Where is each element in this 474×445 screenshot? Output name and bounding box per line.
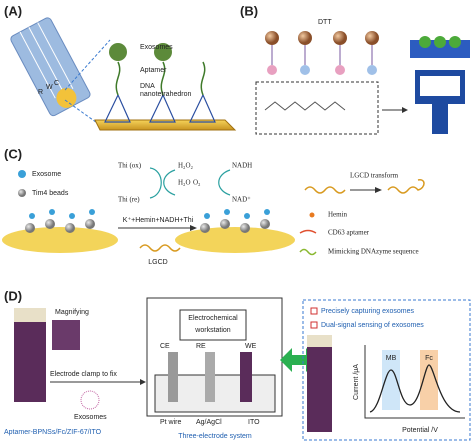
electrode <box>10 17 91 117</box>
legend: Mimicking DNAzyme sequence <box>328 248 419 256</box>
label: Pt wire <box>160 419 182 426</box>
label: CE <box>160 343 170 350</box>
axis-label: Potential /V <box>402 427 438 434</box>
electrode-letter: W <box>46 84 53 91</box>
panel-c: (C) Exosome Tim4 beads Thi (ox) Thi (re)… <box>2 146 425 266</box>
panel-label: (A) <box>4 3 22 18</box>
label: DNA <box>140 83 155 90</box>
panel-d: (D) Magnifying Electrode clamp to fix Ex… <box>4 288 471 441</box>
label: K⁺+Hemin+NADH+Thi <box>123 217 194 224</box>
label: workstation <box>194 327 231 334</box>
label: NADH <box>232 162 252 170</box>
label: O₂ <box>193 179 201 187</box>
label: Thi (re) <box>118 196 140 204</box>
electrode-letter: R <box>38 89 43 96</box>
label: Aptamer <box>140 67 167 74</box>
panel-label: (D) <box>4 288 22 303</box>
label: MB <box>386 355 397 362</box>
panel-label: (C) <box>4 146 22 161</box>
label: Magnifying <box>55 309 89 316</box>
legend: Precisely capturing exosomes <box>321 308 414 315</box>
electrode-letter: C <box>54 80 59 87</box>
label: Aptamer-BPNSs/Fc/ZIF-67/ITO <box>4 429 102 436</box>
legend: CD63 aptamer <box>328 229 370 237</box>
legend: Dual-signal sensing of exosomes <box>321 322 424 329</box>
label: Exosomes <box>74 414 107 421</box>
label: Fc <box>425 355 433 362</box>
label: Ag/AgCl <box>196 419 222 426</box>
label: Electrochemical <box>188 315 238 322</box>
legend: Tim4 beads <box>32 190 69 197</box>
legend: Exosome <box>32 171 61 178</box>
label: nanotetrahedron <box>140 91 191 98</box>
label: ITO <box>248 419 260 426</box>
label: LGCD <box>148 259 167 266</box>
label: Exosomes <box>140 44 173 51</box>
panel-a: (A) R W C Exosomes Aptamer DNA nanotetra… <box>4 3 237 131</box>
label: NAD⁺ <box>232 196 251 204</box>
label: RE <box>196 343 206 350</box>
panel-label: (B) <box>240 3 258 18</box>
label: DTT <box>318 19 332 26</box>
label: Three-electrode system <box>178 433 252 440</box>
legend: Hemin <box>328 211 348 219</box>
label: LGCD transform <box>350 172 399 180</box>
label: H₂O <box>178 179 191 187</box>
axis-label: Current /μA <box>353 364 360 400</box>
label: H₂O₂ <box>178 162 194 170</box>
panel-b: (B) DTT <box>240 3 470 135</box>
label: Thi (ox) <box>118 162 142 170</box>
label: WE <box>245 343 257 350</box>
label: Electrode clamp to fix <box>50 371 117 378</box>
